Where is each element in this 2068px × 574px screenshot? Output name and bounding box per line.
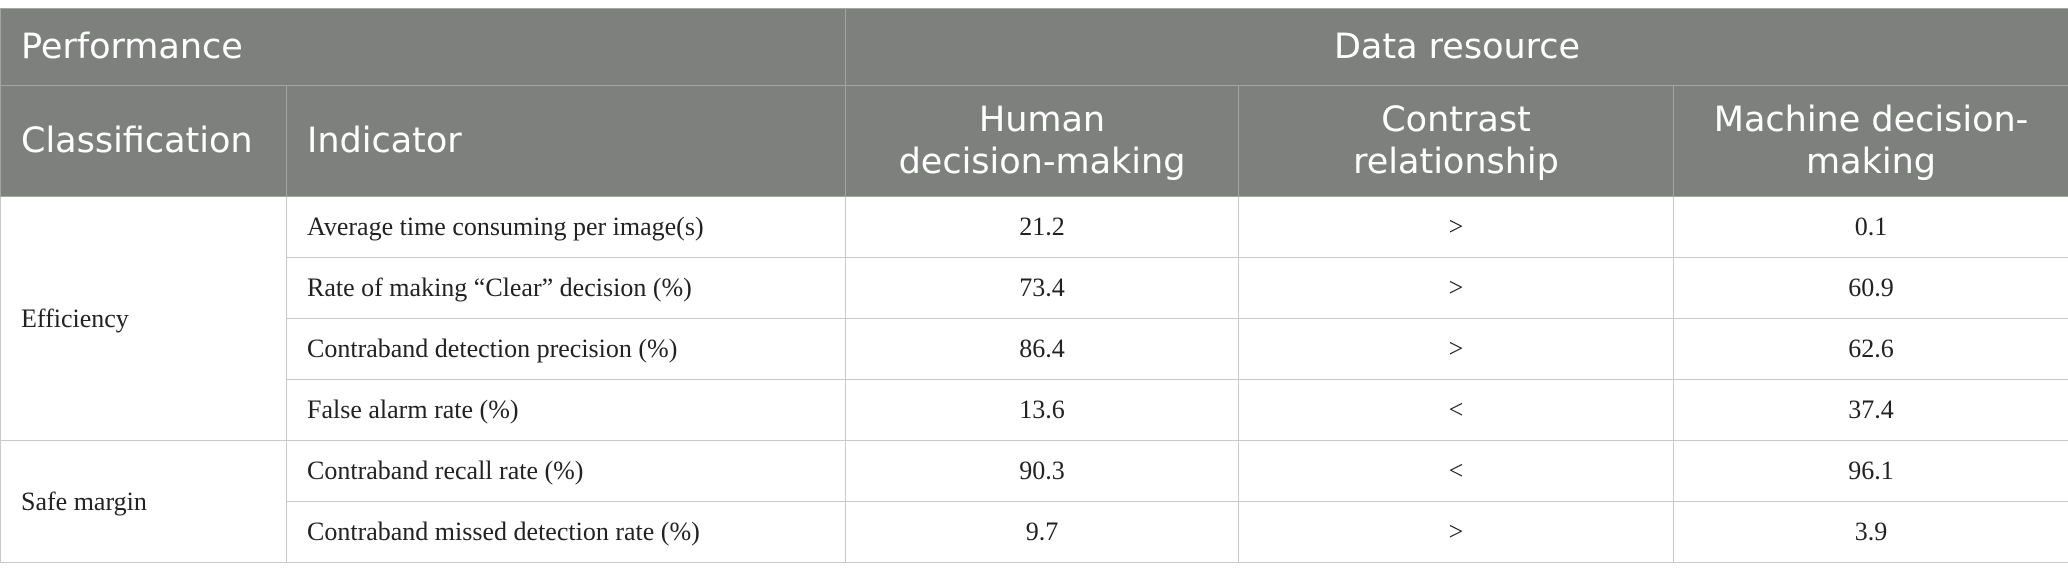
header-cell: Contrast relationship (1238, 85, 1675, 197)
table-head: Performance Data resource Classification… (0, 8, 2068, 197)
header-row: Classification Indicator Human decision-… (0, 85, 2068, 197)
machine-cell: 37.4 (1673, 379, 2068, 441)
body-row: Contraband missed detection rate (%) 9.7 >… (1, 501, 2068, 563)
data-table: Performance Data resource Classification… (0, 8, 2068, 563)
header-cell: Classification (0, 85, 287, 197)
indicator-cell: Rate of making “Clear” decision (%) (285, 257, 847, 319)
human-cell: 21.2 (845, 196, 1240, 258)
classification-cell: Efficiency (0, 196, 287, 441)
header-cell: Indicator (285, 85, 847, 197)
contrast-cell: < (1238, 379, 1675, 441)
classification-cell: Safe margin (0, 440, 287, 563)
header-cell: Data resource (845, 8, 2068, 86)
human-cell: 13.6 (845, 379, 1240, 441)
machine-cell: 96.1 (1673, 440, 2068, 502)
human-cell: 73.4 (845, 257, 1240, 319)
machine-cell: 3.9 (1673, 501, 2068, 563)
indicator-cell: Average time consuming per image(s) (285, 196, 847, 258)
machine-cell: 60.9 (1673, 257, 2068, 319)
contrast-cell: > (1238, 501, 1675, 563)
table-body: Efficiency Average time consuming per ima… (0, 196, 2068, 563)
body-row: Rate of making “Clear” decision (%) 73.4 >… (1, 257, 2068, 319)
machine-cell: 62.6 (1673, 318, 2068, 380)
body-row: Contraband detection precision (%) 86.4 >6… (1, 318, 2068, 380)
indicator-cell: False alarm rate (%) (285, 379, 847, 441)
contrast-cell: > (1238, 257, 1675, 319)
body-row: False alarm rate (%) 13.6 <37.4 (1, 379, 2068, 441)
human-cell: 86.4 (845, 318, 1240, 380)
body-row: Safe margin Contraband recall rate (%) 90.… (0, 440, 2068, 563)
contrast-cell: < (1238, 440, 1675, 502)
header-cell: Human decision-making (845, 85, 1240, 197)
human-cell: 9.7 (845, 501, 1240, 563)
indicator-cell: Contraband recall rate (%) (285, 440, 847, 502)
contrast-cell: > (1238, 196, 1675, 258)
machine-cell: 0.1 (1673, 196, 2068, 258)
indicator-cell: Contraband missed detection rate (%) (285, 501, 847, 563)
contrast-cell: > (1238, 318, 1675, 380)
human-cell: 90.3 (845, 440, 1240, 502)
header-cell: Machine decision-making (1673, 85, 2068, 197)
indicator-cell: Contraband detection precision (%) (285, 318, 847, 380)
header-row: Performance Data resource (0, 8, 2068, 86)
header-cell: Performance (0, 8, 847, 86)
body-row: Efficiency Average time consuming per ima… (0, 196, 2068, 441)
